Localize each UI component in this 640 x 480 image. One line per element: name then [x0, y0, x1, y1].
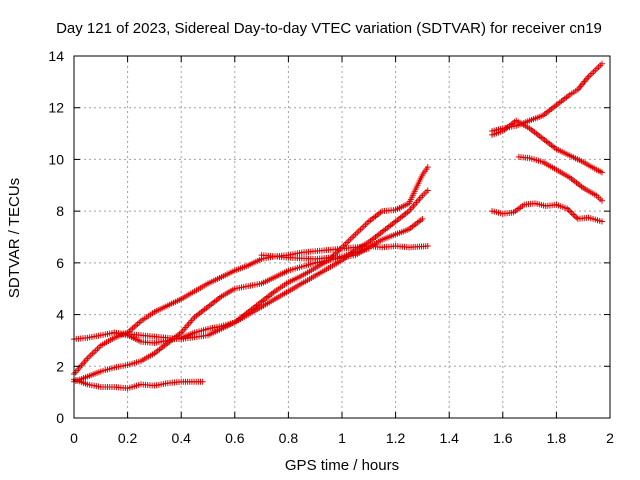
- data-point: [571, 212, 578, 219]
- y-tick-label: 0: [56, 410, 64, 426]
- x-tick-label: 0.4: [171, 430, 191, 446]
- series-9: [515, 153, 605, 204]
- x-tick-label: 1.8: [547, 430, 567, 446]
- series-3: [71, 215, 426, 385]
- x-tick-label: 0.8: [279, 430, 299, 446]
- series-1: [71, 376, 206, 392]
- data-point: [199, 378, 206, 385]
- series-6: [258, 245, 372, 262]
- data-point: [419, 215, 426, 222]
- y-tick-labels: 0 2 4 6 8 10 12 14: [48, 48, 64, 426]
- series-5: [111, 164, 431, 343]
- data-point: [570, 211, 577, 218]
- data-point: [424, 243, 431, 250]
- y-tick-label: 8: [56, 203, 64, 219]
- x-tick-label: 0: [70, 430, 78, 446]
- y-tick-label: 6: [56, 255, 64, 271]
- series-7: [489, 60, 605, 134]
- data-point: [598, 218, 605, 225]
- data-point: [567, 208, 574, 215]
- y-tick-label: 10: [48, 151, 64, 167]
- x-axis-label: GPS time / hours: [285, 457, 399, 474]
- data-point: [573, 214, 580, 221]
- data-point: [598, 197, 605, 204]
- data-marks: [71, 60, 605, 392]
- x-tick-label: 1.4: [439, 430, 459, 446]
- chart-title: Day 121 of 2023, Sidereal Day-to-day VTE…: [56, 20, 602, 37]
- data-point: [598, 60, 605, 67]
- grid-lines: [74, 56, 610, 418]
- y-tick-label: 14: [48, 48, 64, 64]
- series-10: [489, 200, 605, 225]
- data-point: [598, 169, 605, 176]
- data-point: [424, 187, 431, 194]
- y-axis-label: SDTVAR / TECUs: [6, 178, 23, 298]
- axis-ticks: [73, 55, 611, 419]
- x-tick-label: 1.2: [386, 430, 406, 446]
- x-tick-label: 2: [606, 430, 614, 446]
- x-tick-label: 0.6: [225, 430, 245, 446]
- series-8: [489, 117, 605, 176]
- x-tick-label: 1: [338, 430, 346, 446]
- data-point: [424, 164, 431, 171]
- x-tick-labels: 0 0.2 0.4 0.6 0.8 1 1.2 1.4 1.6 1.8 2: [70, 430, 614, 446]
- data-point: [365, 245, 372, 252]
- x-tick-label: 1.6: [493, 430, 513, 446]
- y-tick-label: 2: [56, 358, 64, 374]
- x-tick-label: 0.2: [118, 430, 138, 446]
- y-tick-label: 4: [56, 307, 64, 323]
- y-tick-label: 12: [48, 100, 64, 116]
